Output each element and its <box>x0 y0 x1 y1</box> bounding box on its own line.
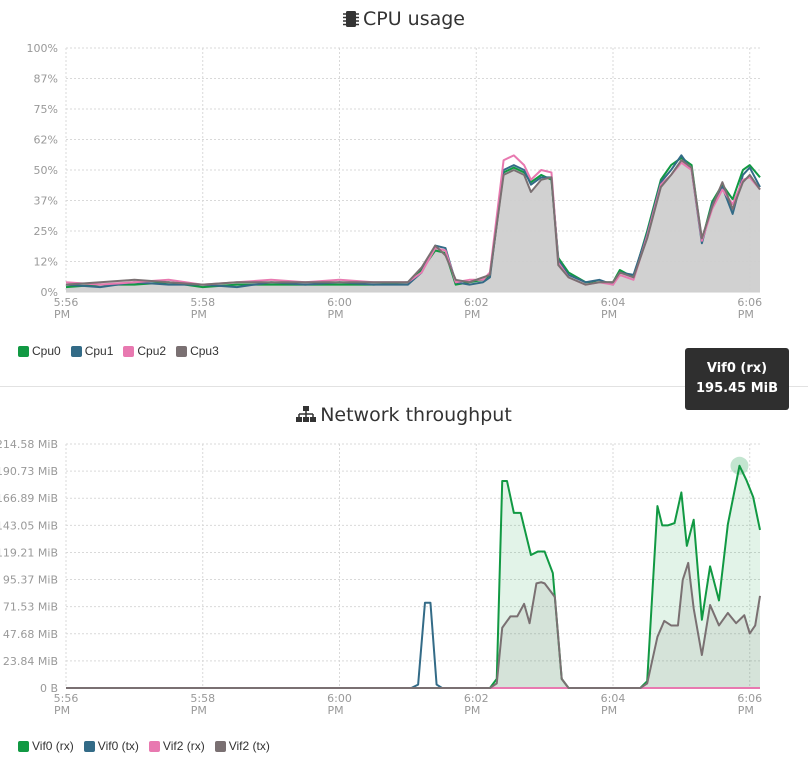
network-chart-title-text: Network throughput <box>320 404 512 426</box>
network-throughput-chart: 0 B 23.84 MiB 47.68 MiB 71.53 MiB 95.37 MiB 1… <box>0 438 762 717</box>
legend-swatch <box>214 740 226 752</box>
y-tick-label: 100% <box>27 42 58 55</box>
legend-item-cpu0[interactable]: Cpu0 <box>18 344 61 358</box>
legend-label: Vif0 (rx) <box>32 739 74 753</box>
legend-item-cpu1[interactable]: Cpu1 <box>70 344 114 358</box>
hover-marker <box>730 456 749 475</box>
x-tick-label: 6:00 <box>327 692 352 705</box>
x-tick-sublabel: PM <box>54 308 70 321</box>
y-tick-label: 75% <box>34 103 58 116</box>
network-chart-title: Network throughput <box>0 404 808 429</box>
series-line-vif0-rx <box>66 464 761 689</box>
area-cpu3 <box>66 160 760 292</box>
x-tick-label: 6:06 <box>737 692 762 705</box>
area-vif0-rx <box>66 465 760 688</box>
y-tick-label: 0 B <box>40 682 58 695</box>
y-tick-label: 95.37 MiB <box>3 574 58 587</box>
y-tick-label: 23.84 MiB <box>3 655 58 668</box>
legend-swatch <box>83 740 95 752</box>
cpu-chart-title-text: CPU usage <box>362 8 465 30</box>
legend-swatch <box>123 345 135 357</box>
legend-label: Cpu1 <box>84 344 114 358</box>
x-tick-label: 5:56 <box>54 692 79 705</box>
y-tick-label: 143.05 MiB <box>0 519 58 532</box>
sitemap-icon <box>296 406 317 429</box>
legend-item-vif0-tx[interactable]: Vif0 (tx) <box>83 739 139 753</box>
y-tick-label: 71.53 MiB <box>3 601 58 614</box>
y-tick-label: 87% <box>34 73 58 86</box>
legend-item-vif2-rx[interactable]: Vif2 (rx) <box>148 739 205 753</box>
x-tick-label: 6:02 <box>464 296 489 309</box>
y-tick-label: 62% <box>34 134 58 147</box>
x-tick-label: 6:06 <box>737 296 762 309</box>
x-tick-sublabel: PM <box>327 704 343 717</box>
y-tick-label: 190.73 MiB <box>0 465 58 478</box>
legend-swatch <box>70 345 82 357</box>
legend-swatch <box>18 345 29 357</box>
y-tick-label: 25% <box>34 225 58 238</box>
section-divider <box>0 386 808 387</box>
x-tick-sublabel: PM <box>191 704 207 717</box>
legend-label: Vif2 (tx) <box>228 739 270 753</box>
legend-item-vif2-tx[interactable]: Vif2 (tx) <box>214 739 270 753</box>
series-line-vif2-tx <box>66 561 761 689</box>
y-tick-label: 119.21 MiB <box>0 546 58 559</box>
x-tick-sublabel: PM <box>327 308 343 321</box>
x-tick-label: 5:58 <box>190 692 215 705</box>
network-legend: Vif0 (rx) Vif0 (tx) Vif2 (rx) Vif2 (tx) <box>18 739 270 753</box>
x-tick-sublabel: PM <box>464 704 480 717</box>
y-tick-label: 166.89 MiB <box>0 492 58 505</box>
legend-item-cpu2[interactable]: Cpu2 <box>123 344 166 358</box>
x-tick-label: 5:58 <box>190 296 215 309</box>
x-tick-sublabel: PM <box>738 308 754 321</box>
cpu-legend: Cpu0 Cpu1 Cpu2 Cpu3 <box>18 344 219 358</box>
x-tick-sublabel: PM <box>464 308 480 321</box>
y-tick-label: 50% <box>34 164 58 177</box>
cpu-chip-icon <box>342 10 359 33</box>
legend-swatch <box>176 345 188 357</box>
x-tick-label: 5:56 <box>54 296 79 309</box>
tooltip-series: Vif0 (rx) <box>706 361 768 376</box>
legend-item-cpu3[interactable]: Cpu3 <box>176 344 219 358</box>
legend-label: Cpu3 <box>190 344 219 358</box>
x-tick-sublabel: PM <box>601 704 617 717</box>
y-tick-label: 47.68 MiB <box>3 628 58 641</box>
x-tick-sublabel: PM <box>54 704 70 717</box>
series-line-cpu3 <box>65 159 761 286</box>
x-tick-label: 6:04 <box>601 692 626 705</box>
legend-label: Cpu2 <box>137 344 167 358</box>
x-tick-sublabel: PM <box>738 704 754 717</box>
legend-item-vif0-rx[interactable]: Vif0 (rx) <box>18 739 74 753</box>
x-tick-label: 6:02 <box>464 692 489 705</box>
legend-swatch <box>148 740 160 752</box>
y-tick-label: 37% <box>34 195 58 208</box>
cpu-chart-title: CPU usage <box>0 8 808 33</box>
y-tick-label: 214.58 MiB <box>0 438 58 451</box>
x-tick-sublabel: PM <box>601 308 617 321</box>
x-tick-label: 6:00 <box>327 296 352 309</box>
legend-swatch <box>18 740 29 752</box>
chart-tooltip: Vif0 (rx) 195.45 MiB <box>685 348 789 410</box>
legend-label: Vif2 (rx) <box>162 739 205 753</box>
x-tick-sublabel: PM <box>191 308 207 321</box>
x-tick-label: 6:04 <box>601 296 626 309</box>
legend-label: Vif0 (tx) <box>97 739 139 753</box>
legend-label: Cpu0 <box>32 344 61 358</box>
y-tick-label: 0% <box>41 286 58 299</box>
tooltip-value: 195.45 MiB <box>696 381 778 396</box>
y-tick-label: 12% <box>34 256 58 269</box>
cpu-usage-chart: 0%12%25%37%50%62%75%87%100%5:56PM5:58PM6… <box>27 42 763 321</box>
area-vif2-tx <box>66 562 760 688</box>
